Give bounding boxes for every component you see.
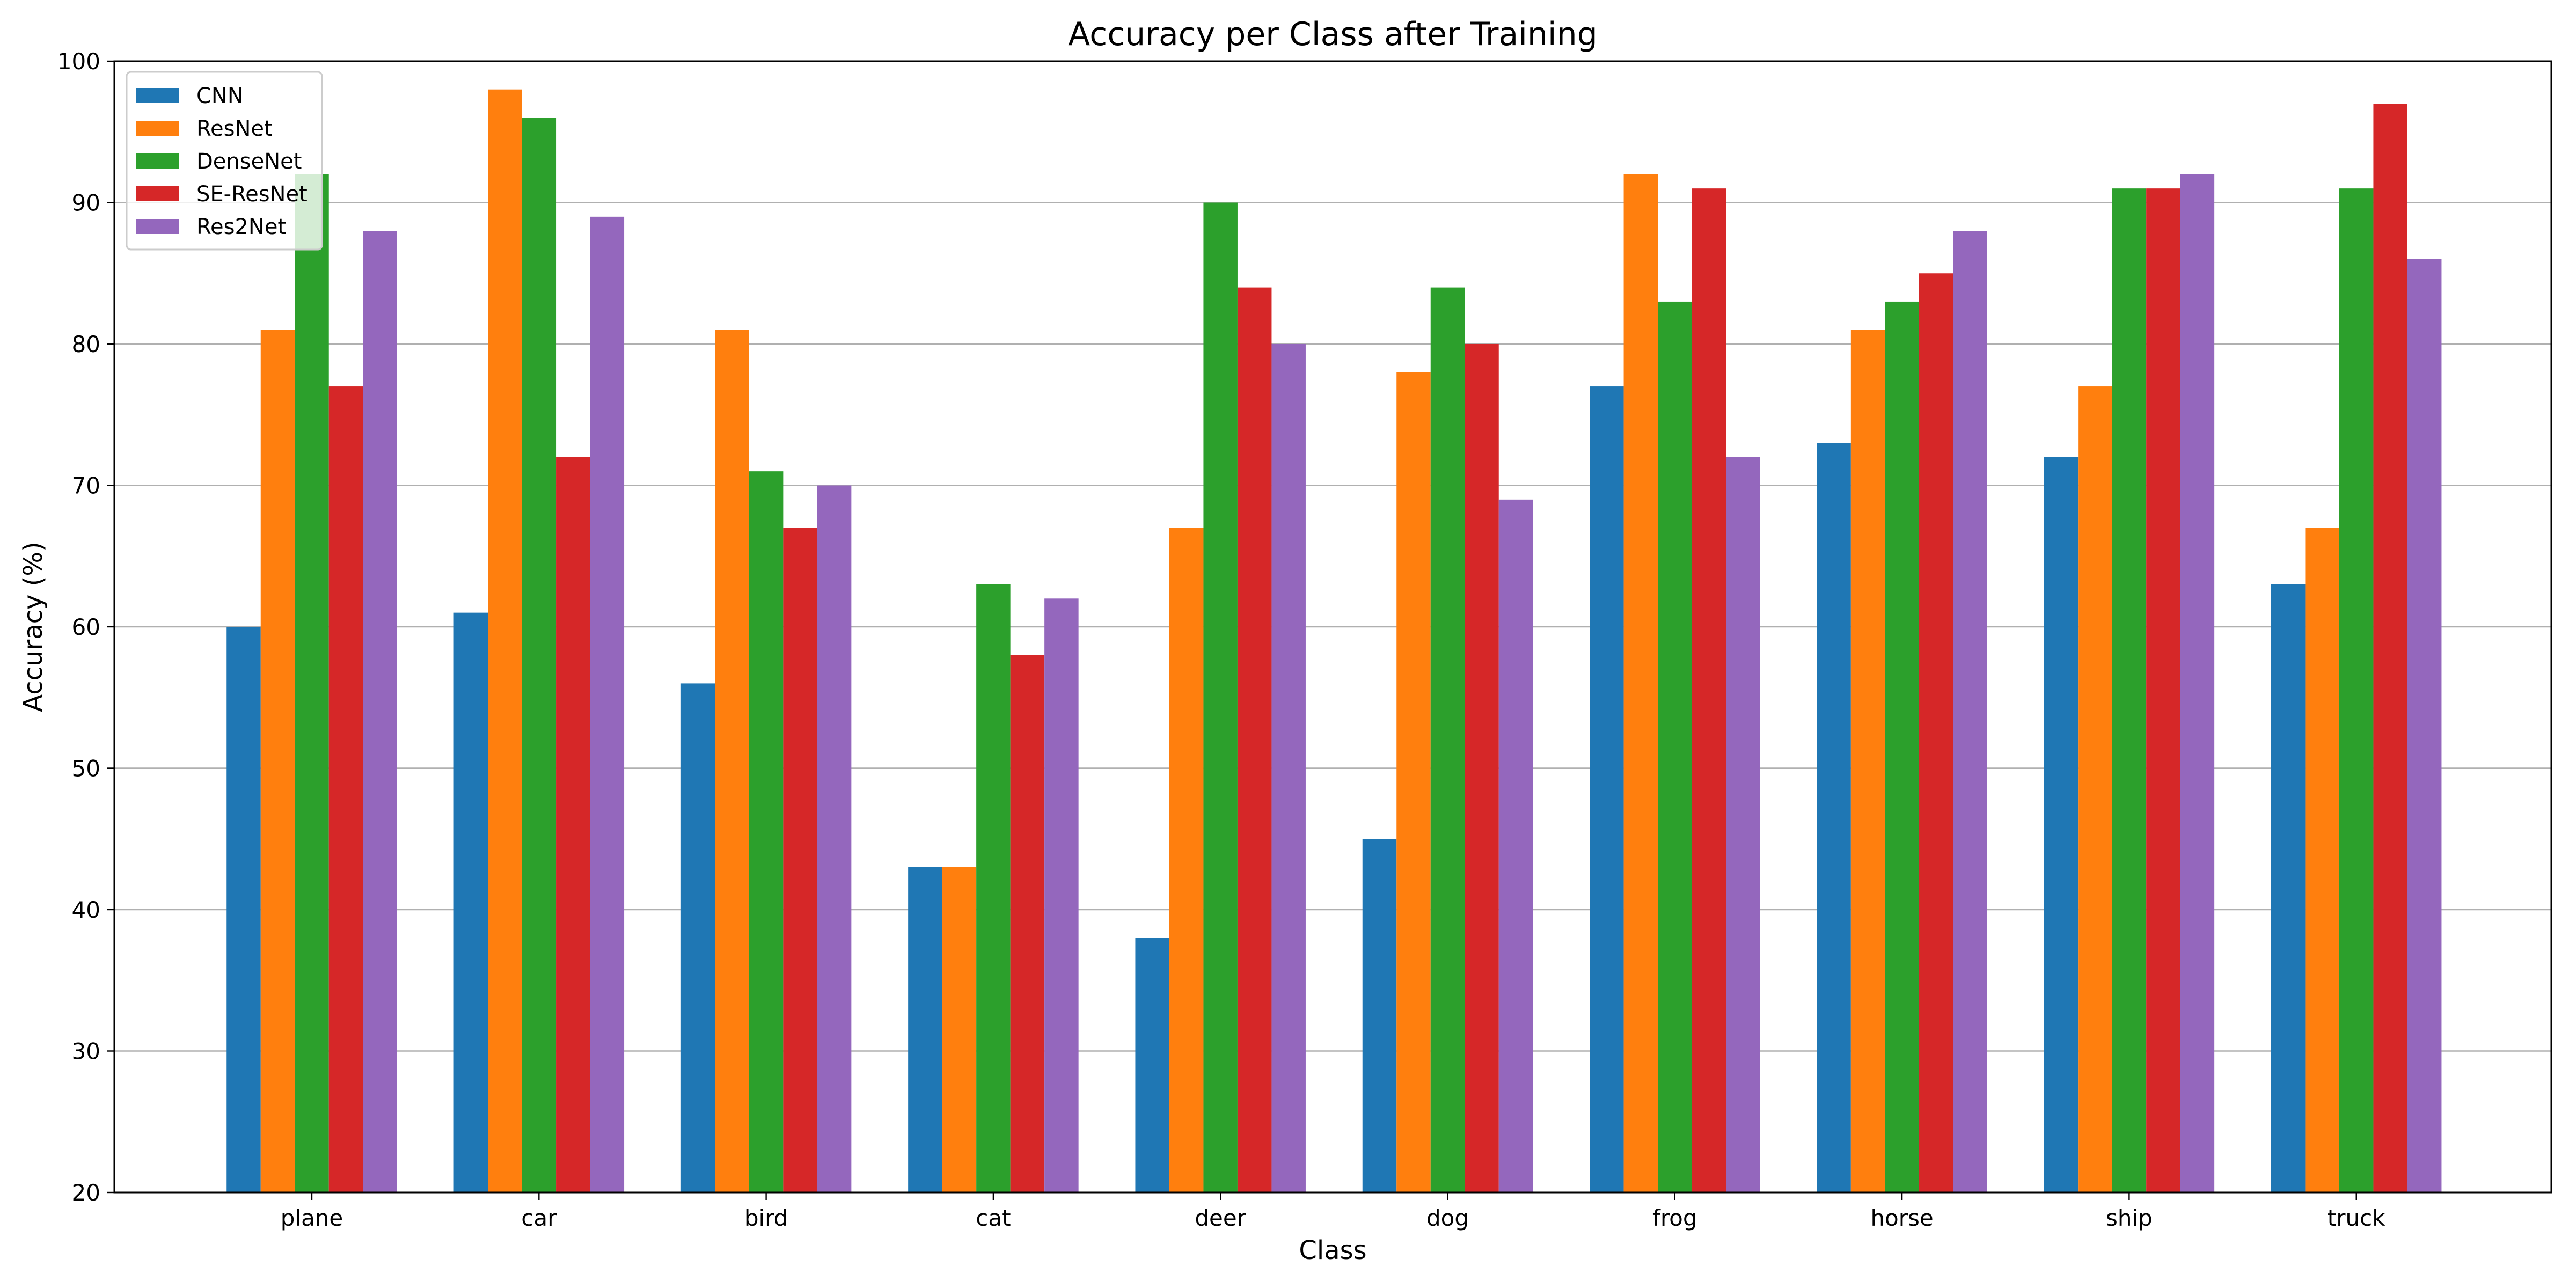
x-tick-label-cat: cat (976, 1205, 1011, 1231)
legend-box (126, 71, 323, 251)
x-tick-label-frog: frog (1652, 1205, 1697, 1231)
bar-se-resnet-bird (783, 528, 817, 1192)
legend-label-resnet: ResNet (196, 116, 273, 141)
bar-resnet-horse (1850, 330, 1885, 1192)
bar-res2net-plane (363, 231, 397, 1193)
bar-cnn-frog (1590, 386, 1624, 1192)
y-axis-label: Accuracy (%) (18, 541, 48, 712)
bar-res2net-dog (1498, 499, 1533, 1192)
bar-res2net-bird (817, 485, 852, 1192)
bar-se-resnet-ship (2146, 188, 2180, 1192)
x-tick-label-bird: bird (744, 1205, 788, 1231)
x-tick-label-truck: truck (2328, 1205, 2385, 1231)
bar-densenet-plane (295, 174, 329, 1192)
bar-res2net-deer (1271, 344, 1306, 1192)
bar-cnn-ship (2044, 457, 2079, 1192)
x-axis-ticks: plane car bird cat deer dog frog horse ship truck (281, 1192, 2385, 1231)
bar-resnet-bird (715, 330, 749, 1192)
bar-resnet-ship (2078, 386, 2112, 1192)
bar-se-resnet-cat (1010, 655, 1045, 1192)
bar-cnn-truck (2271, 584, 2306, 1192)
y-tick-label: 80 (72, 331, 100, 357)
bar-densenet-frog (1658, 301, 1692, 1193)
bar-densenet-deer (1203, 202, 1238, 1192)
x-tick-label-horse: horse (1870, 1205, 1933, 1231)
x-tick-label-plane: plane (281, 1205, 343, 1231)
y-tick-label: 100 (57, 48, 100, 75)
bar-cnn-dog (1362, 839, 1397, 1192)
x-tick-label-ship: ship (2106, 1205, 2153, 1231)
bar-densenet-horse (1885, 301, 1919, 1193)
bar-res2net-cat (1044, 598, 1079, 1192)
y-tick-label: 30 (72, 1038, 100, 1065)
legend-swatch-cnn (136, 88, 179, 103)
chart-title: Accuracy per Class after Training (1068, 16, 1597, 53)
bar-resnet-car (488, 89, 522, 1193)
bar-resnet-plane (260, 330, 295, 1192)
legend: CNN ResNet DenseNet SE-ResNet Res2Net (126, 71, 323, 251)
bar-res2net-truck (2407, 259, 2442, 1192)
bar-se-resnet-horse (1919, 273, 1953, 1192)
bar-cnn-bird (680, 683, 715, 1192)
x-tick-label-dog: dog (1426, 1205, 1469, 1231)
bar-densenet-bird (749, 471, 784, 1192)
bars (226, 89, 2442, 1193)
bar-resnet-dog (1396, 372, 1431, 1193)
y-tick-label: 70 (72, 473, 100, 499)
bar-se-resnet-truck (2373, 104, 2407, 1192)
bar-res2net-ship (2180, 174, 2215, 1192)
bar-resnet-truck (2305, 528, 2339, 1192)
x-axis-label: Class (1299, 1235, 1366, 1265)
y-tick-label: 20 (72, 1180, 100, 1206)
bar-se-resnet-deer (1237, 287, 1272, 1192)
y-tick-label: 90 (72, 190, 100, 216)
bar-cnn-car (453, 612, 488, 1192)
bar-densenet-dog (1430, 287, 1465, 1192)
bar-se-resnet-dog (1465, 344, 1499, 1192)
x-tick-label-deer: deer (1195, 1205, 1246, 1231)
bar-cnn-plane (226, 627, 261, 1192)
legend-swatch-se-resnet (136, 186, 179, 201)
y-tick-label: 40 (72, 897, 100, 923)
bar-cnn-cat (908, 867, 942, 1192)
legend-label-cnn: CNN (196, 84, 244, 108)
legend-label-densenet: DenseNet (196, 149, 302, 174)
y-axis-ticks: 20 30 40 50 60 70 80 90 100 (57, 48, 114, 1206)
bar-se-resnet-plane (328, 386, 363, 1192)
bar-densenet-ship (2112, 188, 2147, 1192)
bar-res2net-frog (1726, 457, 1760, 1192)
legend-label-se-resnet: SE-ResNet (196, 182, 308, 207)
legend-swatch-resnet (136, 121, 179, 136)
legend-swatch-res2net (136, 219, 179, 234)
bar-se-resnet-frog (1692, 188, 1726, 1192)
bar-densenet-truck (2339, 188, 2374, 1192)
legend-label-res2net: Res2Net (196, 215, 286, 239)
bar-res2net-car (590, 216, 625, 1193)
legend-swatch-densenet (136, 153, 179, 169)
y-tick-label: 60 (72, 614, 100, 640)
bar-se-resnet-car (556, 457, 590, 1192)
bar-res2net-horse (1953, 231, 1987, 1193)
y-tick-label: 50 (72, 756, 100, 782)
bar-resnet-cat (942, 867, 977, 1192)
bar-densenet-cat (976, 584, 1011, 1192)
bar-cnn-horse (1817, 443, 1851, 1193)
bar-resnet-frog (1623, 174, 1658, 1192)
bar-densenet-car (522, 118, 557, 1192)
bar-cnn-deer (1135, 938, 1169, 1192)
bar-resnet-deer (1169, 528, 1204, 1192)
x-tick-label-car: car (521, 1205, 557, 1231)
